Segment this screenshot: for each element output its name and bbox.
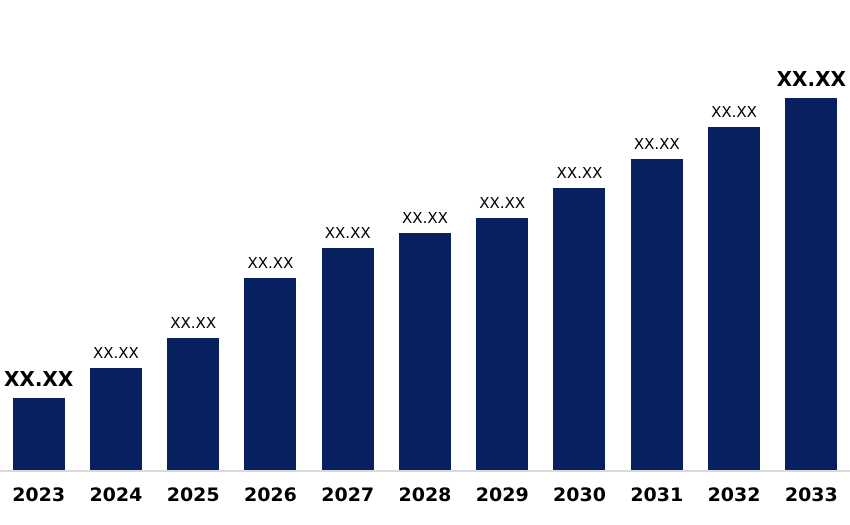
bar (12, 398, 65, 470)
bar-column: XX.XX (77, 0, 154, 470)
bar (708, 127, 761, 470)
bar (785, 98, 838, 470)
bar-value-label: XX.XX (633, 135, 680, 153)
x-axis-tick-label: 2030 (553, 484, 606, 506)
x-axis-tick-label: 2024 (89, 484, 143, 506)
bar (398, 233, 451, 470)
x-axis-tick-label: 2029 (475, 484, 529, 506)
bar-column: XX.XX (232, 0, 309, 470)
bar-value-label: XX.XX (776, 67, 846, 91)
bar (167, 338, 220, 470)
bar (321, 248, 374, 470)
bar-column: XX.XX (155, 0, 232, 470)
bar-value-label: XX.XX (170, 314, 217, 332)
bar (630, 159, 683, 470)
x-axis-line (0, 470, 850, 472)
bar-column: XX.XX (541, 0, 618, 470)
bar-value-label: XX.XX (479, 194, 526, 212)
x-axis-tick-label: 2025 (166, 484, 220, 506)
x-axis-tick-label: 2028 (398, 484, 452, 506)
x-axis-tick-label: 2032 (707, 484, 761, 506)
bar-value-label: XX.XX (556, 164, 603, 182)
bar-value-label: XX.XX (3, 367, 74, 391)
bar (89, 368, 142, 470)
bar-value-label: XX.XX (92, 344, 139, 362)
x-axis-tick-label: 2033 (784, 484, 838, 506)
plot-area: XX.XX XX.XX XX.XX XX.XX XX.XX XX.XX XX.XX XX.XX… (0, 0, 850, 470)
x-axis-tick-label: 2026 (243, 484, 297, 506)
x-axis-tick-label: 2031 (630, 484, 684, 506)
bar-column: XX.XX (464, 0, 541, 470)
bar-column: XX.XX (695, 0, 772, 470)
x-axis-tick-label: 2023 (12, 484, 66, 506)
bar (244, 278, 297, 470)
bar (553, 188, 606, 470)
bar-column: XX.XX (773, 0, 850, 470)
bar-value-label: XX.XX (247, 254, 294, 272)
bar-value-label: XX.XX (711, 103, 757, 121)
bar-value-label: XX.XX (402, 209, 448, 227)
bar (476, 218, 529, 470)
bar-column: XX.XX (386, 0, 463, 470)
x-axis-tick-label: 2027 (321, 484, 375, 506)
x-axis-tick-labels: 2023 2024 2025 2026 2027 2028 2029 2030 2031 2032… (0, 472, 850, 505)
bar-column: XX.XX (618, 0, 695, 470)
bar-column: XX.XX (309, 0, 386, 470)
bar-value-label: XX.XX (324, 224, 371, 242)
bar-column: XX.XX (0, 0, 77, 470)
